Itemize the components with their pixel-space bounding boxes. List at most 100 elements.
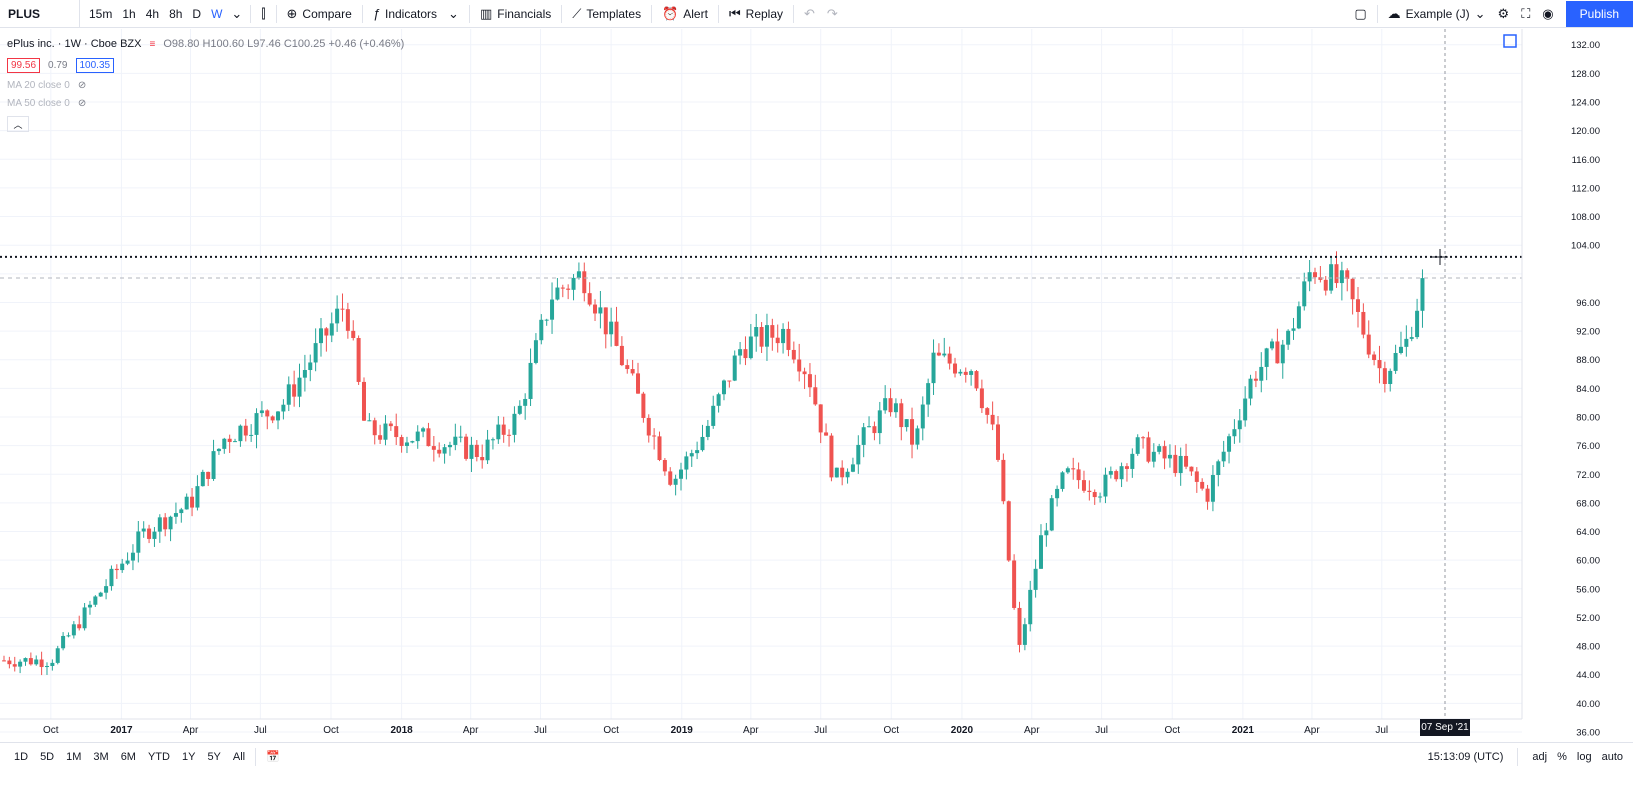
candle-body <box>1124 466 1129 469</box>
price-tick-label: 48.00 <box>1576 642 1600 653</box>
date-range-button[interactable]: 📅 <box>260 750 286 763</box>
chevron-down-icon[interactable]: ⌄ <box>231 6 243 21</box>
chevron-down-icon: ⌄ <box>1474 6 1486 21</box>
price-tick-label: 116.00 <box>1572 155 1600 166</box>
templates-button[interactable]: ⟋ Templates <box>566 0 647 27</box>
candle-body <box>700 436 705 451</box>
candle-body <box>1221 451 1226 462</box>
candle-body <box>179 509 184 514</box>
legend-ma50-row: MA 50 close 0 ⊘ <box>7 94 404 112</box>
interval-1h[interactable]: 1h <box>122 6 136 21</box>
candle-body <box>93 596 98 605</box>
range-1d[interactable]: 1D <box>14 750 29 763</box>
adj-toggle[interactable]: adj <box>1532 750 1548 763</box>
replay-button[interactable]: ⏮ Replay <box>723 0 789 27</box>
candle-body <box>797 359 802 372</box>
range-5d[interactable]: 5D <box>40 750 55 763</box>
redo-button[interactable]: ↷ <box>821 0 844 27</box>
candle-body <box>507 434 512 436</box>
candle-body <box>50 662 55 666</box>
interval-w[interactable]: W <box>211 6 223 21</box>
candle-body <box>775 337 780 344</box>
candle-body <box>560 287 565 289</box>
chart-type-button[interactable]: ⫿ <box>255 0 271 27</box>
candle-body <box>1049 498 1054 531</box>
candle-body <box>1141 437 1146 439</box>
log-toggle[interactable]: log <box>1576 750 1592 763</box>
undo-button[interactable]: ↶ <box>798 0 821 27</box>
candle-body <box>120 563 125 571</box>
candle-body <box>211 451 216 479</box>
candle-body <box>464 436 469 459</box>
candle-body <box>485 439 490 461</box>
range-all[interactable]: All <box>232 750 246 763</box>
candle-body <box>883 398 888 411</box>
layout-select-button[interactable]: ▢ <box>1348 0 1372 27</box>
interval-4h[interactable]: 4h <box>145 6 160 21</box>
candle-body <box>711 405 716 426</box>
alert-button[interactable]: ⏰ Alert <box>656 0 714 27</box>
candle-body <box>1135 437 1140 454</box>
layout-name-button[interactable]: ☁ Example (J) ⌄ <box>1382 0 1492 27</box>
percent-toggle[interactable]: % <box>1557 750 1567 763</box>
range-6m[interactable]: 6M <box>120 750 136 763</box>
range-3m[interactable]: 3M <box>93 750 109 763</box>
interval-d[interactable]: D <box>192 6 202 21</box>
candle-body <box>942 353 947 356</box>
publish-button[interactable]: Publish <box>1565 0 1633 27</box>
price-chart[interactable]: Oct 2017 Apr Jul Oct 2018 Apr Jul Oct 2019 Apr Jul O… <box>0 29 1633 742</box>
eye-hidden-icon[interactable]: ⊘ <box>77 79 87 91</box>
snapshot-button[interactable]: ◉ <box>1536 0 1559 27</box>
candle-body <box>361 381 366 421</box>
candle-body <box>587 293 592 305</box>
candle-body <box>1339 270 1344 284</box>
candle-body <box>770 325 775 338</box>
candle-body <box>233 441 238 443</box>
range-1m[interactable]: 1M <box>66 750 82 763</box>
price-tick-label: 128.00 <box>1571 69 1600 80</box>
ma20-label[interactable]: MA 20 close 0 <box>7 79 70 91</box>
eye-hidden-icon[interactable]: ⊘ <box>77 97 87 109</box>
clock[interactable]: 15:13:09 (UTC) <box>1427 750 1504 763</box>
range-ytd[interactable]: YTD <box>147 750 170 763</box>
time-axis: Oct 2017 Apr Jul Oct 2018 Apr Jul Oct 2019 Apr Jul O… <box>0 718 1633 736</box>
candle-body <box>1071 468 1076 470</box>
candle-body <box>636 373 641 394</box>
settings-button[interactable]: ⚙ <box>1492 0 1516 27</box>
candle-body <box>963 371 968 375</box>
indicators-label: Indicators <box>385 6 438 21</box>
candle-body <box>603 307 608 335</box>
candle-body <box>1329 264 1334 291</box>
auto-toggle[interactable]: auto <box>1601 750 1623 763</box>
toolbar-divider <box>561 4 563 23</box>
candle-body <box>410 441 415 443</box>
candle-body <box>818 404 823 433</box>
ma50-label[interactable]: MA 50 close 0 <box>7 97 70 109</box>
candle-body <box>39 659 44 668</box>
interval-8h[interactable]: 8h <box>169 6 183 21</box>
range-5y[interactable]: 5Y <box>207 750 221 763</box>
candle-body <box>109 568 114 587</box>
price-tick-label: 36.00 <box>1576 727 1600 738</box>
legend-symbol-title[interactable]: ePlus inc. · 1W · Cboe BZX <box>7 38 142 50</box>
menu-icon[interactable]: ≡ <box>149 38 156 50</box>
interval-15m[interactable]: 15m <box>89 6 113 21</box>
candle-body <box>716 394 721 406</box>
candle-body <box>7 660 12 665</box>
candle-body <box>1270 341 1275 349</box>
financials-button[interactable]: ▥ Financials <box>474 0 557 27</box>
ask-price[interactable]: 100.35 <box>75 57 115 73</box>
candle-body <box>82 607 87 629</box>
symbol-search[interactable]: PLUS <box>0 0 80 27</box>
compare-button[interactable]: ⊕ Compare <box>281 0 358 27</box>
time-tick-label: 2019 <box>671 725 694 736</box>
candle-body <box>61 635 66 649</box>
layout-name: Example (J) <box>1405 6 1470 21</box>
bid-price[interactable]: 99.56 <box>7 57 41 73</box>
indicators-button[interactable]: ƒ Indicators ⌄ <box>367 0 465 27</box>
fullscreen-button[interactable]: ⛶ <box>1515 0 1536 27</box>
candle-body <box>1114 471 1119 480</box>
collapse-legend-button[interactable]: ︿ <box>7 116 29 132</box>
candle-body <box>533 340 538 363</box>
range-1y[interactable]: 1Y <box>181 750 196 763</box>
